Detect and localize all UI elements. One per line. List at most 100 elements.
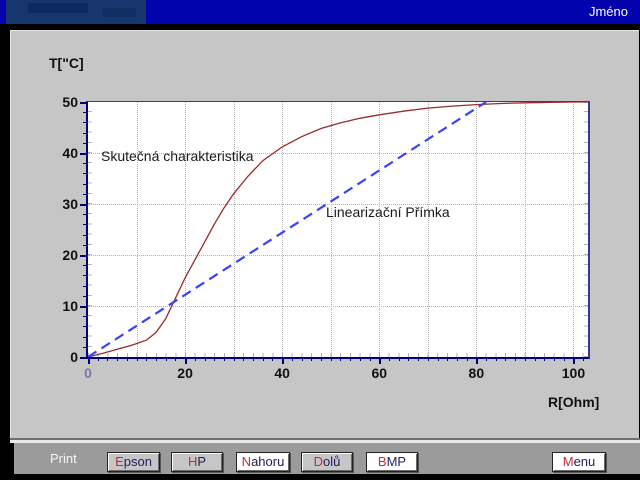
line-annotation: Linearizační Přímka	[326, 204, 450, 220]
y-minor-tick	[83, 244, 86, 246]
x-minor-tick	[214, 358, 216, 361]
y-major-tick	[80, 204, 86, 206]
bmp-button[interactable]: BMP	[366, 452, 418, 472]
x-minor-tick	[583, 358, 585, 361]
y-minor-tick	[83, 275, 86, 277]
x-tick-label: 100	[561, 365, 586, 381]
x-minor-tick	[456, 358, 458, 361]
x-tick-label: 20	[177, 365, 193, 381]
button-label-first: E	[115, 454, 124, 469]
grid-line-v	[136, 102, 138, 357]
x-major-tick	[282, 358, 285, 364]
grid-line-h	[88, 306, 588, 307]
x-minor-tick	[146, 358, 148, 361]
y-minor-tick	[83, 193, 86, 195]
x-minor-tick	[155, 358, 157, 361]
y-tick-label: 0	[70, 349, 78, 365]
button-label-first: D	[313, 454, 324, 469]
y-minor-tick	[83, 346, 86, 348]
x-minor-tick	[340, 358, 342, 361]
app-logo	[6, 0, 146, 24]
x-minor-tick	[515, 358, 517, 361]
minor-ticks-left	[88, 102, 92, 357]
y-minor-tick	[83, 214, 86, 216]
x-minor-tick	[398, 358, 400, 361]
x-minor-tick	[204, 358, 206, 361]
x-tick-label: 40	[274, 365, 290, 381]
x-minor-tick	[418, 358, 420, 361]
x-major-tick	[573, 358, 576, 364]
x-minor-tick	[301, 358, 303, 361]
x-minor-tick	[223, 358, 225, 361]
button-label-rest: P	[197, 454, 207, 469]
window-title: Jméno	[588, 4, 628, 19]
minor-ticks-right	[584, 102, 588, 357]
button-label-rest: pson	[123, 454, 152, 469]
x-minor-tick	[253, 358, 255, 361]
curve-annotation: Skutečná charakteristika	[101, 148, 254, 164]
x-tick-label: 80	[468, 365, 485, 381]
hp-button[interactable]: HP	[171, 452, 223, 472]
y-minor-tick	[83, 132, 86, 134]
y-minor-tick	[83, 316, 86, 318]
grid-line-v	[379, 102, 381, 357]
y-minor-tick	[83, 163, 86, 165]
y-minor-tick	[83, 142, 86, 144]
x-minor-tick	[447, 358, 449, 361]
x-minor-tick	[524, 358, 526, 361]
x-minor-tick	[136, 358, 138, 361]
y-tick-label: 50	[62, 94, 78, 110]
x-minor-tick	[466, 358, 468, 361]
y-minor-tick	[83, 112, 86, 114]
button-label-first: H	[187, 454, 198, 469]
x-minor-tick	[427, 358, 429, 361]
plot-area	[86, 101, 590, 359]
epson-button[interactable]: Epson	[107, 452, 160, 472]
y-minor-tick	[83, 295, 86, 297]
x-minor-tick	[437, 358, 439, 361]
x-major-tick	[185, 358, 188, 364]
x-minor-tick	[311, 358, 313, 361]
x-minor-tick	[486, 358, 488, 361]
x-minor-tick	[330, 358, 332, 361]
x-minor-tick	[126, 358, 128, 361]
y-minor-tick	[83, 265, 86, 267]
y-minor-tick	[83, 122, 86, 124]
button-label-rest: MP	[386, 454, 407, 469]
y-minor-tick	[83, 234, 86, 236]
x-minor-tick	[233, 358, 235, 361]
x-minor-tick	[359, 358, 361, 361]
button-label-first: B	[377, 454, 387, 469]
menu-button[interactable]: Menu	[552, 452, 606, 472]
y-axis-title: T["C]	[49, 55, 84, 71]
nahoru-button[interactable]: Nahoru	[236, 452, 290, 472]
button-label-first: N	[241, 454, 252, 469]
grid-line-v	[476, 102, 478, 357]
button-label-rest: ahoru	[251, 454, 285, 469]
grid-line-h	[88, 204, 588, 205]
x-tick-label: 0	[84, 365, 92, 381]
x-minor-tick	[194, 358, 196, 361]
grid-line-v	[524, 102, 526, 357]
dol-button[interactable]: Dolů	[301, 452, 353, 472]
grid-line-v	[185, 102, 187, 357]
y-minor-tick	[83, 326, 86, 328]
x-major-tick	[88, 358, 90, 364]
y-major-tick	[80, 102, 86, 104]
toolbar-highlight-line	[10, 440, 640, 443]
y-minor-tick	[83, 224, 86, 226]
y-minor-tick	[83, 183, 86, 185]
grid-line-h	[88, 153, 588, 154]
x-minor-tick	[534, 358, 536, 361]
y-minor-tick	[83, 285, 86, 287]
minor-ticks-bottom	[88, 353, 588, 357]
x-minor-tick	[291, 358, 293, 361]
characteristic-curve	[88, 102, 588, 357]
y-major-tick	[80, 153, 86, 155]
button-label-first: M	[562, 454, 574, 469]
x-minor-tick	[107, 358, 109, 361]
grid-line-v	[427, 102, 429, 357]
y-major-tick	[80, 255, 86, 257]
grid-line-v	[330, 102, 332, 357]
